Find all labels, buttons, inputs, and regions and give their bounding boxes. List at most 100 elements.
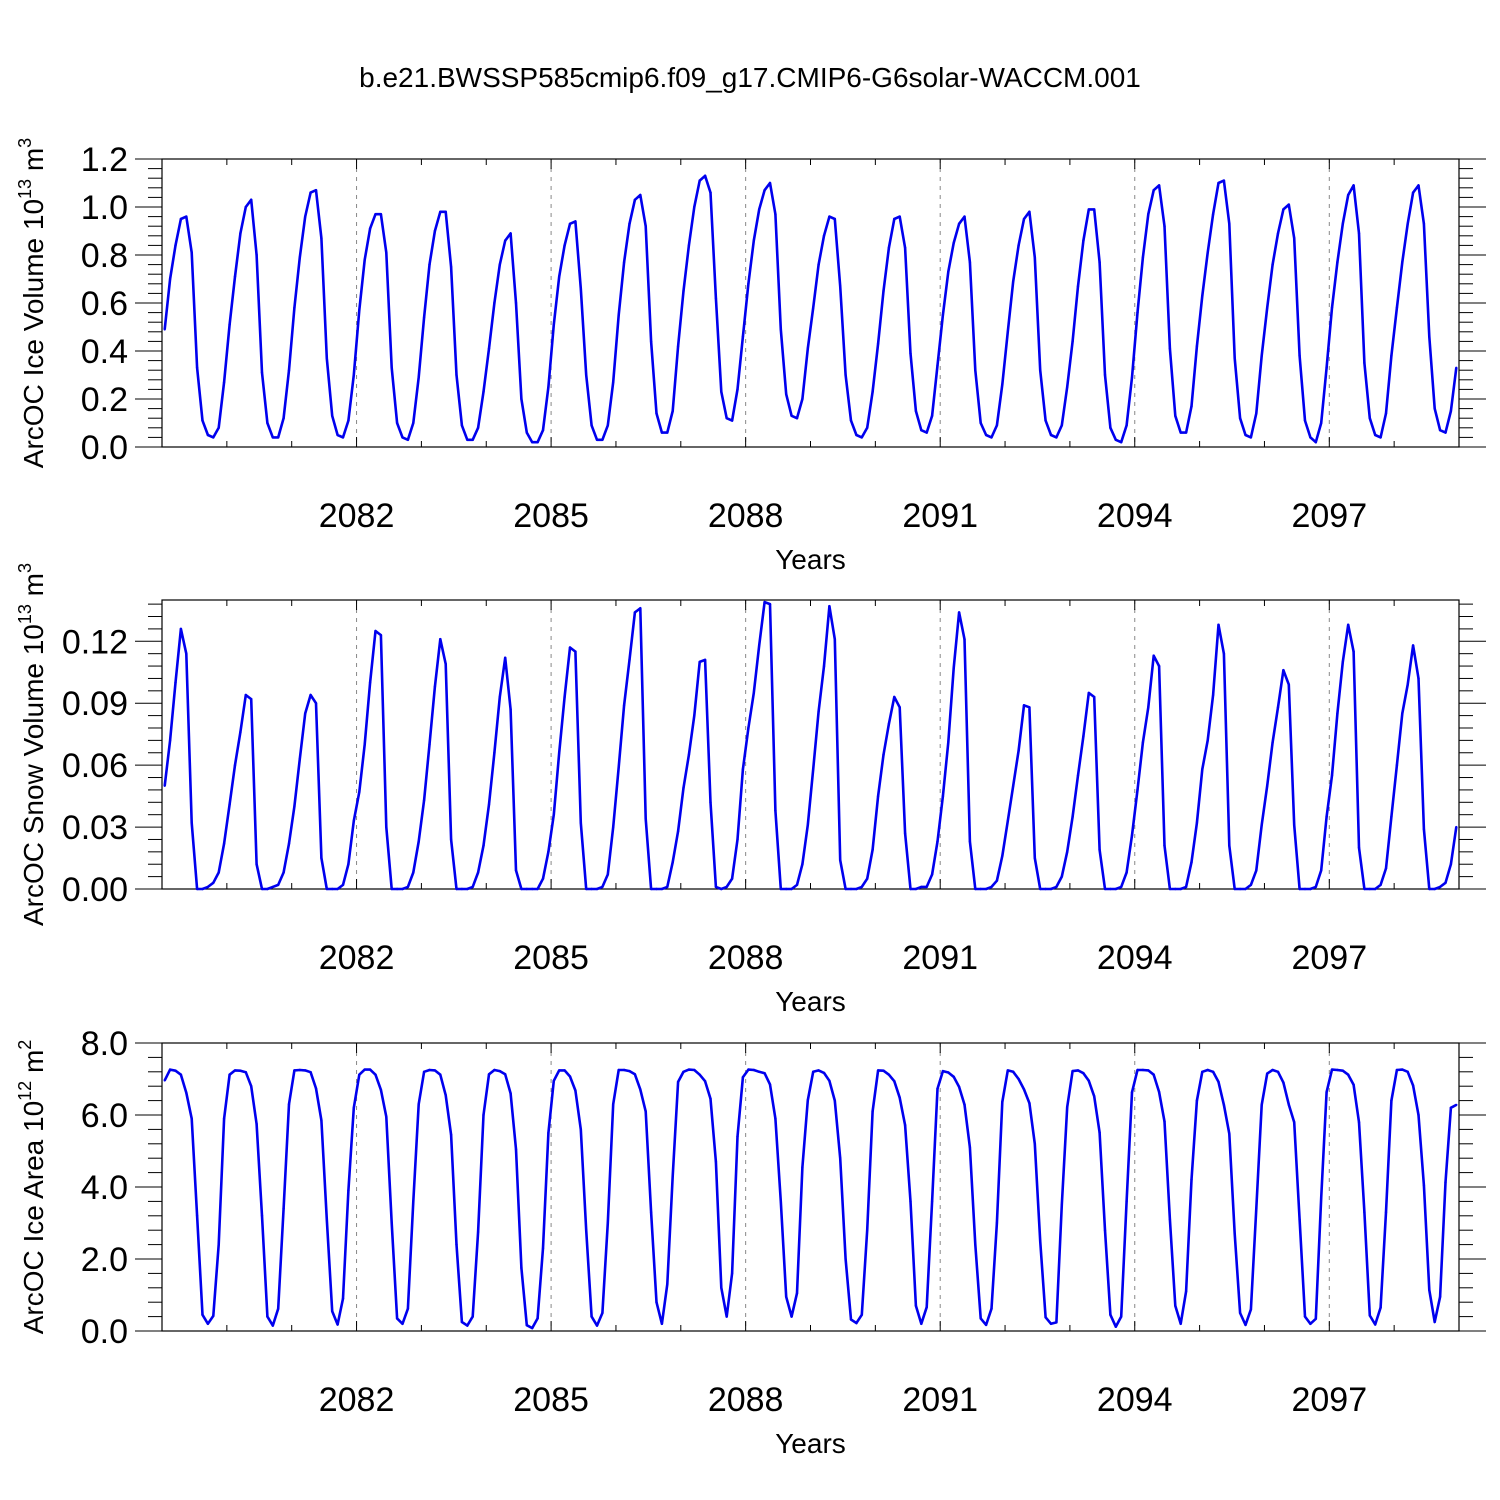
data-point <box>633 198 637 201</box>
data-point <box>1330 1068 1334 1071</box>
data-point <box>925 885 928 889</box>
x-axis-label: Years <box>775 986 846 1017</box>
data-point <box>1098 848 1101 851</box>
data-point <box>1260 354 1263 357</box>
data-point <box>612 825 615 829</box>
y-axis-label: ArcOC Ice Volume 1013 m3 <box>15 138 49 468</box>
data-point <box>201 1313 204 1317</box>
data-point <box>1211 213 1215 216</box>
data-point <box>844 1257 847 1261</box>
data-point <box>768 181 772 185</box>
x-tick-label: 2097 <box>1291 939 1367 977</box>
data-point <box>1379 436 1382 439</box>
data-point <box>1093 208 1096 211</box>
data-point <box>849 887 853 891</box>
data-point <box>482 844 485 847</box>
data-point <box>1357 1121 1361 1124</box>
data-point <box>984 433 988 437</box>
data-point <box>163 1079 166 1082</box>
data-point <box>1401 261 1404 264</box>
data-point <box>1314 885 1318 889</box>
data-point <box>898 215 901 218</box>
data-point <box>417 376 420 379</box>
data-point <box>1006 330 1009 333</box>
data-point <box>558 751 561 754</box>
x-tick-label: 2082 <box>319 1381 395 1419</box>
data-point <box>730 877 734 880</box>
data-point <box>233 763 237 767</box>
data-point <box>1076 285 1080 288</box>
data-point <box>547 850 550 853</box>
data-point <box>428 743 431 746</box>
data-point <box>558 275 561 278</box>
data-point <box>687 244 691 247</box>
data-point <box>801 1166 804 1169</box>
data-point <box>817 710 820 713</box>
data-point <box>920 885 923 889</box>
data-point <box>682 786 685 790</box>
data-point <box>1103 1229 1107 1232</box>
data-point <box>260 371 264 374</box>
data-point <box>725 885 728 889</box>
data-point <box>1201 768 1204 771</box>
data-point <box>730 419 734 422</box>
data-point <box>952 666 955 670</box>
data-point <box>1066 385 1069 389</box>
data-point <box>666 1283 669 1286</box>
data-point <box>449 1133 453 1137</box>
data-point <box>1055 436 1058 439</box>
data-point <box>606 873 609 876</box>
data-point <box>671 1175 674 1178</box>
x-tick-label: 2088 <box>708 497 784 535</box>
data-point <box>655 412 658 415</box>
data-point <box>309 1071 312 1074</box>
data-point <box>763 189 766 192</box>
data-point <box>250 1085 253 1088</box>
data-point <box>541 1247 545 1250</box>
data-point <box>1055 885 1058 889</box>
x-tick-label: 2097 <box>1291 497 1367 535</box>
data-point <box>1228 844 1231 847</box>
data-point <box>228 1073 231 1076</box>
data-point <box>1130 834 1134 837</box>
data-point <box>893 1080 896 1083</box>
data-point <box>941 1069 945 1073</box>
y-axis-label: ArcOC Ice Area 1012 m2 <box>15 1040 49 1335</box>
data-point <box>552 323 555 326</box>
data-point <box>568 222 572 225</box>
data-point <box>968 261 972 264</box>
data-point <box>422 799 426 802</box>
data-point <box>239 232 242 235</box>
y-axis-label-exponent: 13 <box>15 604 35 624</box>
data-point <box>1022 1088 1026 1091</box>
data-point <box>1066 850 1069 853</box>
data-point <box>747 282 750 285</box>
data-point <box>730 1272 734 1275</box>
data-point <box>504 1073 507 1076</box>
data-point <box>1287 683 1291 686</box>
data-point <box>217 871 220 874</box>
data-point <box>855 433 858 437</box>
data-point <box>179 1073 183 1076</box>
data-point <box>930 414 934 417</box>
data-point <box>741 335 745 338</box>
data-point <box>541 877 545 880</box>
data-point <box>1406 1070 1409 1074</box>
data-point <box>1374 887 1377 891</box>
data-point <box>1060 875 1064 878</box>
data-point <box>660 431 664 434</box>
data-point <box>655 887 658 891</box>
data-point <box>714 1160 718 1164</box>
data-point <box>1384 1211 1388 1214</box>
data-point <box>422 316 426 319</box>
data-point <box>671 861 674 864</box>
data-point <box>947 270 950 273</box>
data-point <box>736 388 739 391</box>
data-point <box>439 638 442 641</box>
data-point <box>649 887 653 891</box>
data-point <box>368 227 372 230</box>
data-point <box>801 397 804 401</box>
data-point <box>812 768 815 771</box>
data-point <box>601 885 604 889</box>
data-point <box>752 1068 755 1072</box>
